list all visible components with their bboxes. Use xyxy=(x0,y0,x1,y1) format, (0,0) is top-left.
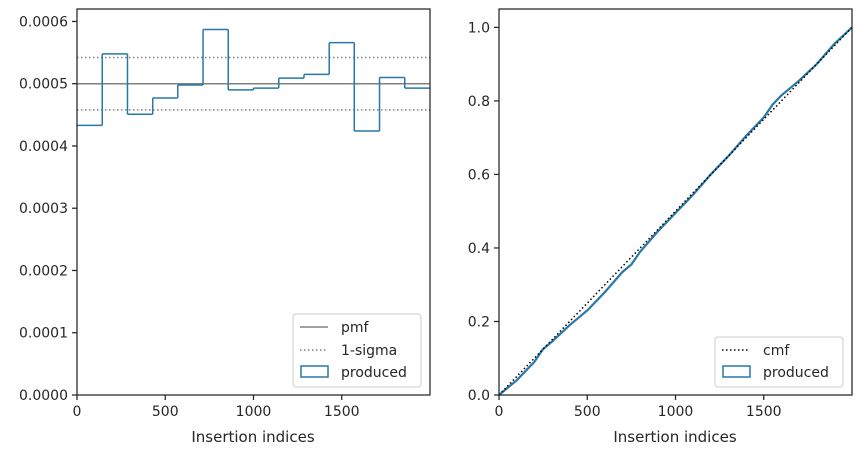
pmf-y-tick-label: 0.0002 xyxy=(19,263,68,279)
produced-cumulative-line xyxy=(498,26,853,396)
pmf-y-tick-label: 0.0001 xyxy=(19,326,68,342)
cmf-x-tick-label: 1000 xyxy=(658,404,694,420)
cmf-y-tick-label: 0.0 xyxy=(468,388,490,404)
legend-produced-label: produced xyxy=(341,365,407,381)
pmf-x-tick-label: 500 xyxy=(152,404,179,420)
pmf-x-tick-label: 0 xyxy=(73,404,82,420)
pmf-histogram-panel: 0 500 1000 1500 0.0000 0.0001 0.0002 0.0003 0.00… xyxy=(19,8,431,446)
pmf-legend-box xyxy=(292,313,422,388)
legend-produced-swatch xyxy=(300,365,329,378)
cmf-ticks: 0 500 1000 1500 0.0 0.2 0.4 0.6 0.8 1.0 xyxy=(468,20,782,420)
cmf-x-axis-label: Insertion indices xyxy=(613,428,736,446)
pmf-y-tick-label: 0.0006 xyxy=(19,14,68,30)
pmf-ticks: 0 500 1000 1500 0.0000 0.0001 0.0002 0.0003 0.00… xyxy=(19,14,360,420)
cmf-panel: 0 500 1000 1500 0.0 0.2 0.4 0.6 0.8 1.0 Insertion… xyxy=(468,8,853,446)
pmf-x-tick-label: 1000 xyxy=(236,404,272,420)
cmf-y-tick-label: 1.0 xyxy=(468,20,490,36)
legend-cmf-label: cmf xyxy=(763,343,790,359)
cmf-y-tick-label: 0.6 xyxy=(468,167,490,183)
legend-pmf-label: pmf xyxy=(341,320,370,336)
cmf-line xyxy=(498,26,853,396)
cmf-x-tick-label: 0 xyxy=(495,404,504,420)
legend-cmf-produced-swatch xyxy=(722,365,751,378)
legend-cmf-produced-label: produced xyxy=(763,365,829,381)
pmf-plot-area xyxy=(77,28,430,132)
legend-1-sigma-label: 1-sigma xyxy=(341,343,397,359)
pmf-y-tick-label: 0.0005 xyxy=(19,77,68,93)
cmf-legend: cmf produced xyxy=(714,336,844,388)
cmf-y-tick-label: 0.8 xyxy=(468,94,490,110)
pmf-y-tick-label: 0.0003 xyxy=(19,201,68,217)
cmf-x-tick-label: 500 xyxy=(574,404,601,420)
cmf-y-tick-label: 0.2 xyxy=(468,314,490,330)
pmf-y-tick-label: 0.0000 xyxy=(19,388,68,404)
cmf-y-tick-label: 0.4 xyxy=(468,241,490,257)
pmf-x-axis-label: Insertion indices xyxy=(191,428,314,446)
cmf-plot-area xyxy=(498,26,853,396)
pmf-y-tick-label: 0.0004 xyxy=(19,139,68,155)
cmf-x-tick-label: 1500 xyxy=(746,404,782,420)
pmf-legend: pmf 1-sigma produced xyxy=(292,313,422,388)
pmf-x-tick-label: 1500 xyxy=(324,404,360,420)
